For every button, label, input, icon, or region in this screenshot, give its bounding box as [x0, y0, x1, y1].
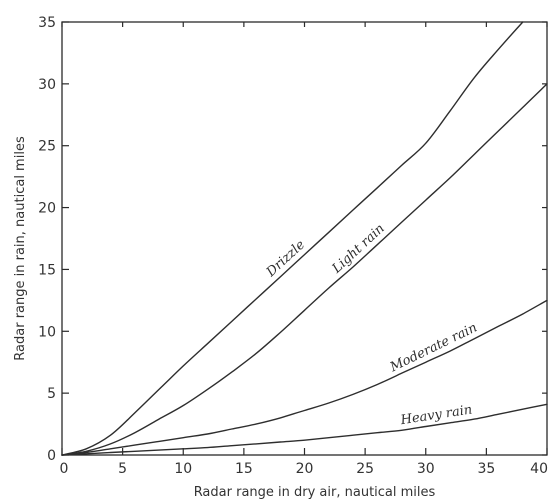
light-rain-label-group: Light rain — [329, 221, 388, 277]
y-tick-label: 5 — [47, 386, 56, 402]
x-tick-label: 40 — [530, 461, 548, 477]
x-tick-label: 10 — [174, 461, 192, 477]
light-rain-label: Light rain — [329, 221, 388, 277]
x-axis-title: Radar range in dry air, nautical miles — [194, 485, 436, 500]
y-tick-label: 30 — [38, 77, 56, 93]
y-tick-label: 20 — [38, 201, 56, 217]
x-tick-label: 5 — [118, 461, 127, 477]
light-rain-line — [61, 83, 548, 456]
y-tick-label: 15 — [38, 262, 56, 278]
x-tick-label: 30 — [417, 461, 435, 477]
y-axis-title: Radar range in rain, nautical miles — [13, 136, 28, 361]
plot-frame — [61, 21, 548, 456]
moderate-rain-label: Moderate rain — [387, 320, 480, 375]
y-tick-label: 25 — [38, 139, 56, 155]
plot-border — [61, 21, 548, 456]
x-tick-label: 15 — [235, 461, 253, 477]
drizzle-line — [61, 21, 524, 456]
x-tick-label: 25 — [356, 461, 374, 477]
x-tick-label: 35 — [477, 461, 495, 477]
y-tick-label: 35 — [38, 15, 56, 31]
x-axis: 0 5 10 15 20 25 30 35 40 — [60, 22, 548, 477]
y-axis: 0 5 10 15 20 25 30 35 — [38, 15, 547, 464]
x-tick-label: 0 — [60, 461, 69, 477]
drizzle-label-group: Drizzle — [263, 237, 308, 280]
y-tick-label: 10 — [38, 324, 56, 340]
x-tick-label: 20 — [296, 461, 314, 477]
moderate-rain-line — [61, 299, 548, 456]
drizzle-label: Drizzle — [263, 237, 308, 280]
y-tick-label: 0 — [47, 448, 56, 464]
series-group — [61, 21, 548, 456]
heavy-rain-line — [61, 403, 548, 456]
moderate-rain-label-group: Moderate rain — [387, 320, 480, 375]
